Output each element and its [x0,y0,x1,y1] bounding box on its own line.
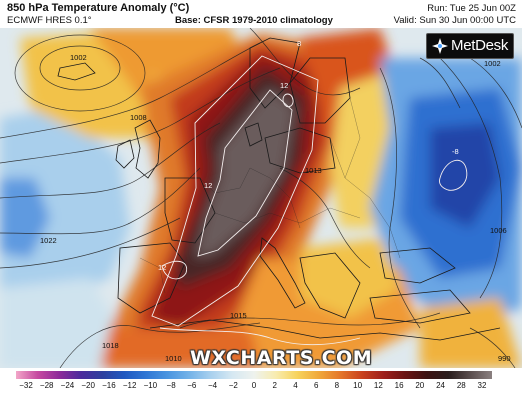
metdesk-logo: MetDesk [426,33,514,59]
label-isobar-1022: 1022 [40,236,57,245]
colorbar [16,371,492,379]
colorbar-tick-label: −6 [187,381,197,390]
isobar-south [59,322,261,368]
border-iberia [139,257,166,294]
ireland-coast [115,139,135,169]
isobar-atlantic-4 [0,167,201,235]
metdesk-logo-icon [432,38,448,54]
balkans-coast [299,252,361,319]
label-anomaly-12-south: 12 [158,263,166,272]
label-low-west: 1002 [70,53,87,62]
contour-12-main [197,89,293,257]
label-anomaly-8: 8 [297,39,301,48]
colorbar-tick-label: −32 [19,381,33,390]
britain-coast [134,119,161,179]
isobar-1013 [279,167,371,269]
chart-title: 850 hPa Temperature Anomaly (°C) [7,2,190,14]
colorbar-tick-label: 20 [415,381,425,390]
north-africa-coast [149,319,501,341]
colorbar-tick-label: 6 [313,381,319,390]
label-anomaly-12-north: 12 [280,81,288,90]
colorbar-tick-label: −24 [60,381,75,390]
colorbar-tick-label: −4 [207,381,218,390]
anomaly-map: 1002 1002 12 12 12 -8 1008 1010 1013 101… [0,28,522,368]
colorbar-tick-label: −8 [166,381,176,390]
label-anomaly-12-centre: 12 [204,181,212,190]
turkey-coast [369,289,471,324]
colorbar-tick-label: 2 [272,381,277,390]
label-anomaly-minus8: -8 [452,147,459,156]
contour-warm-mediterranean [159,327,361,346]
label-isobar-1010: 1010 [165,354,182,363]
colorbar-tick-label: 28 [456,381,466,390]
neutral-south-atlantic [0,278,120,368]
isobar-1015 [179,312,441,329]
label-isobar-1018: 1018 [102,341,119,350]
isobar-east-2 [439,57,503,299]
warm-plume-hottest [195,88,295,258]
label-isobar-1013: 1013 [305,166,322,175]
denmark-coast [244,122,263,147]
border-central-europe [214,207,361,224]
contour-8-outer [151,55,319,327]
colorbar-tick-label: −2 [228,381,238,390]
colorbar-tick-label: −16 [102,381,116,390]
colorbar-tick-label: −28 [39,381,54,390]
colorbar-tick-label: 16 [394,381,404,390]
border-east-europe [329,137,401,259]
climatology-label: Base: CFSR 1979-2010 climatology [175,15,333,26]
low-pressure-west [39,45,121,91]
isobar-atlantic-2 [0,67,281,164]
isobars [0,28,522,368]
colorbar-tick-label: 10 [353,381,363,390]
label-isobar-990: 990 [498,354,511,363]
metdesk-logo-text: MetDesk [451,37,509,54]
label-isobar-1008: 1008 [130,113,147,122]
warm-turkey [420,298,522,368]
isobar-east-3 [469,57,522,129]
isobar-1022 [0,217,181,269]
low-pressure-west-outer [14,34,146,112]
isobar-north-central [249,28,361,96]
colorbar-tick-label: 4 [293,381,298,390]
italy-coast [259,237,306,309]
colorbar-tick-label: −20 [81,381,95,390]
label-isobar-1015: 1015 [230,311,247,320]
colorbar-tick-label: 0 [251,381,257,390]
coldest-russia [430,123,500,228]
colorbar-tick-label: 12 [373,381,383,390]
label-high-east: 1002 [484,59,501,68]
label-isobar-1006: 1006 [490,226,507,235]
warm-balkans [300,238,400,318]
iberia-coast [117,242,186,314]
isobar-east-1 [379,67,421,329]
cold-atlantic-patch [0,178,50,258]
run-time-label: Run: Tue 25 Jun 00Z [427,3,516,14]
anomaly-contours [151,55,468,346]
isobar-atlantic-3 [0,122,221,199]
model-label: ECMWF HRES 0.1° [7,15,92,26]
contour-12-north [282,93,294,108]
border-russia [344,97,361,179]
wxcharts-watermark: WXCHARTS.COM [190,347,373,369]
colorbar-tick-label: −10 [143,381,158,390]
isobar-990 [469,327,516,368]
colorbar-tick-label: −12 [122,381,137,390]
baltic-coast [264,127,336,174]
isobar-atlantic-1 [0,42,261,139]
colorbar-tick-label: 8 [334,381,340,390]
black-sea-coast [379,247,456,284]
colorbar-tick-label: 24 [436,381,445,390]
isobar-1004 [419,57,461,109]
colorbar-tick-label: 32 [477,381,487,390]
valid-time-label: Valid: Sun 30 Jun 00:00 UTC [393,15,516,26]
contour-minus8 [439,159,468,191]
north-africa-warm [100,328,260,368]
iceland-coast [57,62,96,81]
